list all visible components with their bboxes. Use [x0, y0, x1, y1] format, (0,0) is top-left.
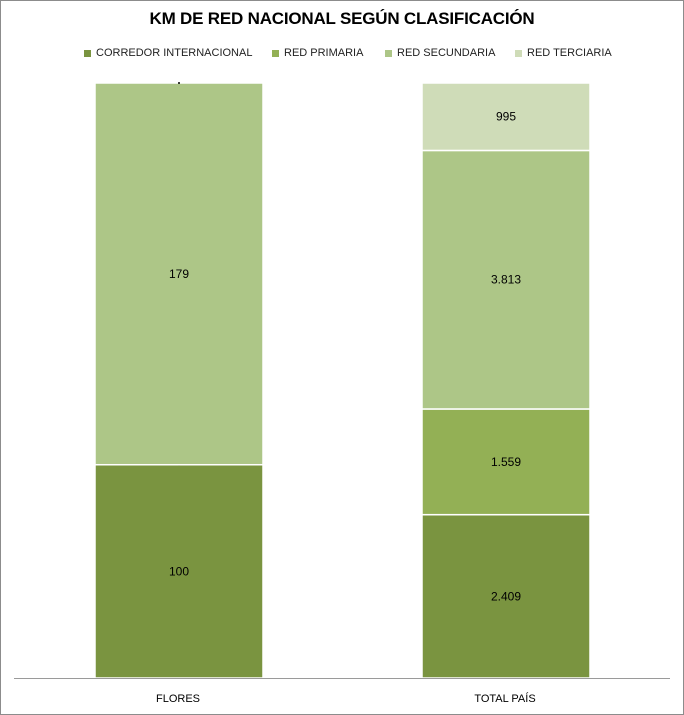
data-label: 3.813	[491, 273, 521, 287]
legend-item: RED PRIMARIA	[272, 47, 363, 59]
bar-segment	[421, 408, 591, 516]
legend-swatch	[272, 49, 279, 57]
legend-label: RED PRIMARIA	[284, 47, 364, 59]
legend-label: CORREDOR INTERNACIONAL	[96, 47, 253, 59]
legend-item: RED SECUNDARIA	[385, 47, 495, 59]
legend-label: RED TERCIARIA	[527, 47, 612, 59]
category-label: FLORES	[156, 693, 200, 705]
chart-title: KM DE RED NACIONAL SEGÚN CLASIFICACIÓN	[149, 9, 535, 28]
legend-label: RED SECUNDARIA	[397, 47, 496, 59]
bar-segment	[421, 82, 591, 152]
legend-item: RED TERCIARIA	[515, 47, 612, 59]
data-label: 2.409	[491, 589, 521, 603]
legend-swatch	[84, 49, 91, 57]
category-label: TOTAL PAÍS	[474, 692, 535, 705]
data-label: 1.559	[491, 455, 521, 469]
data-label: 100	[169, 564, 189, 578]
bar-segment	[94, 82, 264, 466]
legend-swatch	[385, 49, 392, 57]
legend-item: CORREDOR INTERNACIONAL	[84, 47, 252, 59]
data-label: 179	[169, 267, 189, 281]
legend: CORREDOR INTERNACIONAL RED PRIMARIA RED SE…	[0, 47, 684, 63]
bar-segment	[421, 149, 591, 410]
legend-swatch	[515, 49, 522, 57]
data-label: 995	[496, 110, 516, 124]
bar-segment	[94, 463, 264, 679]
